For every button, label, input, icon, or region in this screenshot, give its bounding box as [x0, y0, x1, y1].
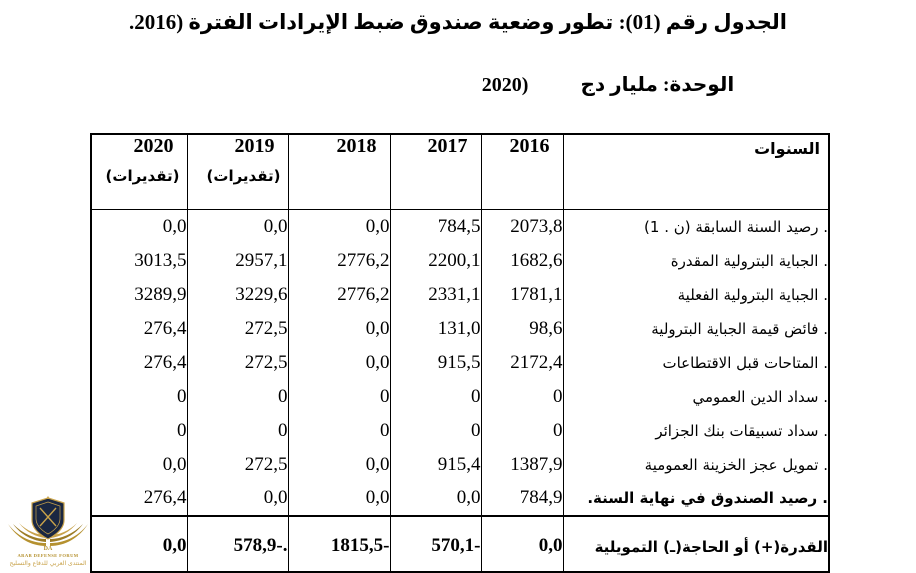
value-cell: 915,4 [389, 447, 482, 482]
footer-value-cell: 0,0 [480, 514, 564, 572]
footer-row-label: القدرة(+) أو الحاجة(ـ) التمويلية [562, 514, 830, 572]
table-row: 0,0 0,0 0,0 784,5 2073,8. رصيد السنة السابقة… [90, 209, 830, 244]
value-cell: 2776,2 [287, 277, 391, 312]
footer-value-cell: 1815,5- [287, 514, 391, 572]
value-cell: 0,0 [186, 481, 289, 516]
footer-value-cell: 578,9-. [186, 514, 289, 572]
row-label: . سداد الدين العمومي [562, 379, 830, 414]
value-cell: 0,0 [287, 447, 391, 482]
watermark-name-ar: المنتدى العربي للدفاع والتسليح [10, 560, 87, 567]
table-row: 276,4 0,0 0,0 0,0 784,9. رصيد الصندوق في نها… [90, 481, 830, 516]
value-cell: 0 [480, 413, 564, 448]
value-cell: 0,0 [287, 345, 391, 380]
value-cell: 276,4 [90, 345, 188, 380]
data-table: 2020 (تقديرات) 2019 (تقديرات) 2018 2017 … [90, 133, 830, 573]
value-cell: 3289,9 [90, 277, 188, 312]
row-label: . رصيد السنة السابقة (ن . 1) [562, 209, 830, 244]
value-cell: 272,5 [186, 447, 289, 482]
header-col-2019: 2019 (تقديرات) [186, 134, 289, 210]
row-label: . تمويل عجز الخزينة العمومية [562, 447, 830, 482]
header-note: (تقديرات) [105, 167, 180, 185]
star-icon [46, 496, 50, 499]
value-cell: 0 [186, 413, 289, 448]
value-cell: 2200,1 [389, 243, 482, 278]
value-cell: 3229,6 [186, 277, 289, 312]
title-unit-label: الوحدة: مليار دج [580, 74, 735, 96]
value-cell: 0 [287, 413, 391, 448]
row-label: . رصيد الصندوق في نهاية السنة. [562, 481, 830, 516]
value-cell: 3013,5 [90, 243, 188, 278]
table-row: 3289,9 3229,6 2776,2 2331,1 1781,1. الجباية … [90, 277, 830, 312]
value-cell: 784,5 [389, 209, 482, 244]
watermark-logo: DA ARAB DEFENSE FORUM المنتدى العربي للد… [8, 496, 88, 567]
value-cell: 0,0 [287, 481, 391, 516]
value-cell: 272,5 [186, 345, 289, 380]
header-year: 2016 [509, 135, 550, 157]
value-cell: 915,5 [389, 345, 482, 380]
value-cell: 1387,9 [480, 447, 564, 482]
header-note: (تقديرات) [206, 167, 281, 185]
table-row: 3013,5 2957,1 2776,2 2200,1 1682,6. الجباية … [90, 243, 830, 278]
value-cell: 1781,1 [480, 277, 564, 312]
value-cell: 2331,1 [389, 277, 482, 312]
table-row: 276,4 272,5 0,0 915,5 2172,4. المتاحات قبل ا… [90, 345, 830, 380]
value-cell: 0 [389, 379, 482, 414]
value-cell: 131,0 [389, 311, 482, 346]
value-cell: 0 [389, 413, 482, 448]
table-header-row: 2020 (تقديرات) 2019 (تقديرات) 2018 2017 … [90, 134, 830, 210]
document-title-line2: 2020) الوحدة: مليار دج [150, 72, 916, 97]
header-year: 2017 [427, 135, 468, 157]
row-label: . سداد تسبيقات بنك الجزائر [562, 413, 830, 448]
value-cell: 784,9 [480, 481, 564, 516]
value-cell: 2073,8 [480, 209, 564, 244]
header-years-label: السنوات [562, 134, 830, 210]
value-cell: 0,0 [287, 209, 391, 244]
watermark-monogram: DA [44, 546, 53, 552]
value-cell: 98,6 [480, 311, 564, 346]
value-cell: 2957,1 [186, 243, 289, 278]
value-cell: 0,0 [389, 481, 482, 516]
header-col-2017: 2017 [389, 134, 482, 210]
header-year: 2019 [234, 135, 275, 157]
header-col-2020: 2020 (تقديرات) [90, 134, 188, 210]
value-cell: 276,4 [90, 311, 188, 346]
header-year: 2020 [133, 135, 174, 157]
row-label: . فائض قيمة الجباية البترولية [562, 311, 830, 346]
value-cell: 276,4 [90, 481, 188, 516]
value-cell: 0 [90, 379, 188, 414]
value-cell: 0,0 [186, 209, 289, 244]
value-cell: 0,0 [287, 311, 391, 346]
document-title-line1: الجدول رقم (01): تطور وضعية صندوق ضبط ال… [129, 10, 787, 34]
value-cell: 0,0 [90, 209, 188, 244]
value-cell: 1682,6 [480, 243, 564, 278]
watermark-name-en: ARAB DEFENSE FORUM [17, 553, 78, 558]
row-label: . المتاحات قبل الاقتطاعات [562, 345, 830, 380]
value-cell: 0 [480, 379, 564, 414]
header-year: 2018 [336, 135, 377, 157]
value-cell: 272,5 [186, 311, 289, 346]
title-year-part: 2020) [481, 74, 529, 96]
header-col-2018: 2018 [287, 134, 391, 210]
row-label: . الجباية البترولية المقدرة [562, 243, 830, 278]
value-cell: 0 [287, 379, 391, 414]
value-cell: 0,0 [90, 447, 188, 482]
table-footer-row: 0,0 578,9-. 1815,5- 570,1- 0,0 القدرة(+)… [90, 514, 830, 572]
value-cell: 0 [186, 379, 289, 414]
value-cell: 0 [90, 413, 188, 448]
footer-value-cell: 0,0 [90, 514, 188, 572]
row-label: . الجباية البترولية الفعلية [562, 277, 830, 312]
value-cell: 2776,2 [287, 243, 391, 278]
header-col-2016: 2016 [480, 134, 564, 210]
footer-value-cell: 570,1- [389, 514, 482, 572]
value-cell: 2172,4 [480, 345, 564, 380]
table-row: 0,0 272,5 0,0 915,4 1387,9. تمويل عجز الخزين… [90, 447, 830, 482]
shield-icon [31, 496, 65, 540]
table-row: 276,4 272,5 0,0 131,0 98,6. فائض قيمة الجباي… [90, 311, 830, 346]
